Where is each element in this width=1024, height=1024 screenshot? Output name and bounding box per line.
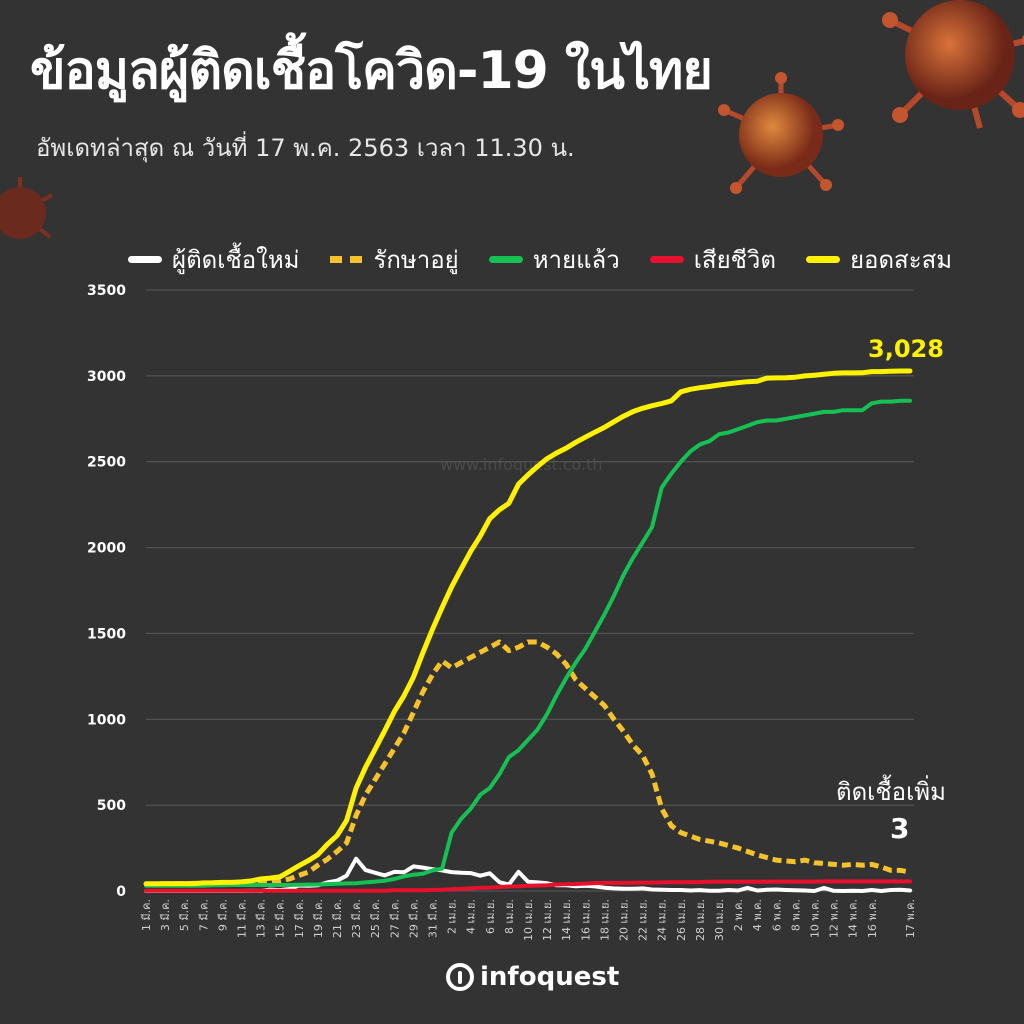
x-tick-label: 16 เม.ย. <box>579 899 592 941</box>
legend-swatch-cumulative <box>805 256 840 263</box>
x-tick-label: 1 มี.ค. <box>140 899 153 931</box>
legend-swatch-deaths <box>649 256 684 263</box>
x-tick-label: 20 เม.ย. <box>618 899 631 941</box>
x-tick-label: 27 มี.ค. <box>388 899 401 938</box>
x-tick-label: 8 พ.ค. <box>789 899 802 931</box>
x-tick-label: 7 มี.ค. <box>197 899 210 931</box>
infoquest-logo: infoquest <box>446 962 619 992</box>
x-tick-label: 21 มี.ค. <box>331 899 344 938</box>
x-tick-label: 10 พ.ค. <box>809 899 822 938</box>
legend-label-new-cases: ผู้ติดเชื้อใหม่ <box>172 246 300 274</box>
new-cases-annotation-label: ติดเชื้อเพิ่ม <box>836 774 946 806</box>
legend-item-deaths: เสียชีวิต <box>649 240 776 279</box>
x-tick-label: 24 เม.ย. <box>656 899 669 941</box>
logo-text: infoquest <box>480 962 620 992</box>
legend-label-recovered: หายแล้ว <box>532 246 620 274</box>
logo-mark-icon <box>446 963 474 991</box>
virus-illustration-medium <box>718 72 844 194</box>
x-tick-label: 8 เม.ย. <box>503 899 516 934</box>
virus-illustration-large <box>882 0 1024 129</box>
x-tick-label: 12 พ.ค. <box>828 899 841 938</box>
legend-label-hospitalized: รักษาอยู่ <box>373 246 459 274</box>
x-tick-label: 6 เม.ย. <box>484 899 497 934</box>
x-tick-label: 23 มี.ค. <box>350 899 363 938</box>
series-line-hospitalized <box>145 639 911 887</box>
x-tick-label: 13 มี.ค. <box>255 899 268 938</box>
update-timestamp: อัพเดทล่าสุด ณ วันที่ 17 พ.ค. 2563 เวลา … <box>36 134 575 162</box>
legend-item-hospitalized: รักษาอยู่ <box>329 240 459 279</box>
watermark: www.infoquest.co.th <box>440 455 603 474</box>
x-tick-label: 26 เม.ย. <box>675 899 688 941</box>
series-line-deaths <box>144 879 912 893</box>
series-line-cumulative <box>143 368 913 887</box>
total-annotation: 3,028 <box>868 335 944 363</box>
virus-illustration-small <box>0 177 53 239</box>
x-tick-label: 2 พ.ค. <box>732 899 745 931</box>
legend-item-cumulative: ยอดสะสม <box>805 240 953 279</box>
x-tick-label: 11 มี.ค. <box>236 899 249 938</box>
x-tick-label: 17 มี.ค. <box>293 899 306 938</box>
legend-label-deaths: เสียชีวิต <box>693 246 776 274</box>
x-tick-label: 5 มี.ค. <box>178 899 191 931</box>
y-tick-label: 1000 <box>87 712 126 728</box>
x-tick-label: 16 พ.ค. <box>866 899 879 938</box>
series-line-recovered <box>144 398 912 888</box>
x-tick-label: 28 เม.ย. <box>694 899 707 941</box>
x-tick-label: 6 พ.ค. <box>770 899 783 931</box>
legend-swatch-hospitalized <box>329 256 364 263</box>
x-tick-label: 4 เม.ย. <box>465 899 478 934</box>
chart-legend: ผู้ติดเชื้อใหม่ รักษาอยู่ หายแล้ว เสียชี… <box>128 240 952 279</box>
x-tick-label: 25 มี.ค. <box>369 899 382 938</box>
y-tick-label: 2500 <box>87 455 126 471</box>
legend-swatch-recovered <box>488 256 523 263</box>
y-tick-label: 1500 <box>87 626 126 642</box>
y-tick-label: 500 <box>97 798 126 814</box>
x-tick-label: 4 พ.ค. <box>751 899 764 931</box>
x-tick-label: 14 เม.ย. <box>560 899 573 941</box>
x-tick-label: 14 พ.ค. <box>847 899 860 938</box>
x-tick-label: 22 เม.ย. <box>637 899 650 941</box>
new-cases-annotation-value: 3 <box>890 812 909 845</box>
x-tick-label: 29 มี.ค. <box>407 899 420 938</box>
x-tick-label: 31 มี.ค. <box>427 899 440 938</box>
y-tick-label: 3500 <box>87 283 126 299</box>
x-tick-label: 9 มี.ค. <box>216 899 229 931</box>
x-tick-label: 12 เม.ย. <box>541 899 554 941</box>
x-tick-label: 10 เม.ย. <box>522 899 535 941</box>
x-tick-label: 15 มี.ค. <box>274 899 287 938</box>
legend-item-new-cases: ผู้ติดเชื้อใหม่ <box>128 240 300 279</box>
legend-label-cumulative: ยอดสะสม <box>849 246 953 274</box>
y-tick-label: 2000 <box>87 541 126 557</box>
x-tick-label: 30 เม.ย. <box>713 899 726 941</box>
x-tick-label: 3 มี.ค. <box>159 899 172 931</box>
x-tick-label: 19 มี.ค. <box>312 899 325 938</box>
y-tick-label: 3000 <box>87 369 126 385</box>
legend-item-recovered: หายแล้ว <box>488 240 620 279</box>
y-tick-label: 0 <box>116 884 126 900</box>
x-tick-label: 2 เม.ย. <box>446 899 459 934</box>
legend-swatch-new-cases <box>128 256 162 263</box>
page-title: ข้อมูลผู้ติดเชื้อโควิด-19 ในไทย <box>30 41 713 101</box>
x-tick-label: 17 พ.ค. <box>904 899 917 938</box>
x-tick-label: 18 เม.ย. <box>598 899 611 941</box>
